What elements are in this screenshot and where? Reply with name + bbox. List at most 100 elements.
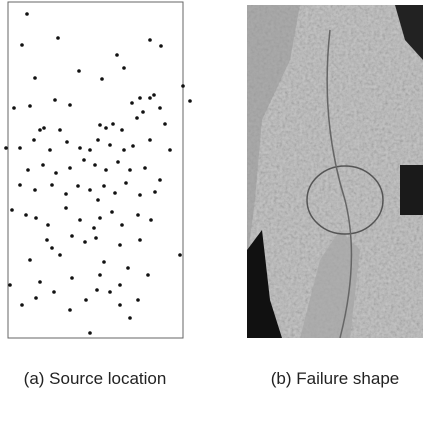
point	[178, 253, 182, 257]
dark-region	[395, 5, 423, 60]
point	[33, 188, 37, 192]
point	[102, 184, 106, 188]
caption: (b) Failure shape	[271, 369, 400, 388]
point	[70, 234, 74, 238]
point	[115, 53, 119, 57]
point	[32, 138, 36, 142]
point	[53, 98, 57, 102]
point	[118, 243, 122, 247]
point	[78, 218, 82, 222]
point	[158, 106, 162, 110]
point	[64, 206, 68, 210]
point	[188, 99, 192, 103]
point	[88, 148, 92, 152]
point	[96, 198, 100, 202]
point	[159, 44, 163, 48]
point	[38, 280, 42, 284]
point	[26, 168, 30, 172]
caption: (a) Source location	[24, 369, 167, 388]
point	[95, 288, 99, 292]
point	[65, 140, 69, 144]
point	[50, 183, 54, 187]
point	[28, 258, 32, 262]
point	[149, 218, 153, 222]
point	[98, 123, 102, 127]
point	[68, 103, 72, 107]
point	[52, 290, 56, 294]
point	[33, 76, 37, 80]
point	[141, 110, 145, 114]
point	[130, 101, 134, 105]
point	[34, 296, 38, 300]
panel-frame	[7, 1, 184, 339]
point	[120, 223, 124, 227]
point	[4, 146, 8, 150]
point	[12, 106, 16, 110]
point	[111, 122, 115, 126]
point	[8, 283, 12, 287]
point	[50, 246, 54, 250]
point	[158, 178, 162, 182]
point	[34, 216, 38, 220]
point	[102, 260, 106, 264]
point	[136, 213, 140, 217]
point	[136, 298, 140, 302]
point	[181, 84, 185, 88]
point	[20, 43, 24, 47]
point	[153, 190, 157, 194]
point	[68, 166, 72, 170]
point	[128, 168, 132, 172]
point	[46, 223, 50, 227]
point	[64, 192, 68, 196]
point	[18, 146, 22, 150]
point	[98, 216, 102, 220]
point	[116, 160, 120, 164]
point	[41, 163, 45, 167]
point	[58, 128, 62, 132]
point	[126, 266, 130, 270]
point	[25, 12, 29, 16]
point	[163, 122, 167, 126]
point	[110, 210, 114, 214]
point	[18, 183, 22, 187]
point	[108, 290, 112, 294]
point	[128, 316, 132, 320]
point	[54, 171, 58, 175]
point	[104, 126, 108, 130]
point	[148, 38, 152, 42]
point	[122, 66, 126, 70]
shade	[247, 5, 300, 260]
point	[108, 143, 112, 147]
point	[148, 96, 152, 100]
point	[83, 240, 87, 244]
point	[70, 276, 74, 280]
point	[152, 93, 156, 97]
point	[45, 238, 49, 242]
point	[122, 148, 126, 152]
point	[120, 128, 124, 132]
point	[42, 126, 46, 130]
point	[135, 116, 139, 120]
point	[96, 138, 100, 142]
point	[118, 283, 122, 287]
point	[98, 273, 102, 277]
point	[148, 138, 152, 142]
point	[77, 69, 81, 73]
point	[143, 166, 147, 170]
shade	[300, 230, 360, 338]
point	[84, 298, 88, 302]
point	[124, 181, 128, 185]
point	[48, 148, 52, 152]
dark-region	[247, 230, 282, 338]
point	[138, 238, 142, 242]
point	[20, 303, 24, 307]
point	[28, 104, 32, 108]
point	[10, 208, 14, 212]
dark-block	[400, 165, 423, 215]
point	[82, 158, 86, 162]
point	[93, 163, 97, 167]
point	[113, 191, 117, 195]
point	[58, 253, 62, 257]
failure-outline	[306, 165, 384, 235]
